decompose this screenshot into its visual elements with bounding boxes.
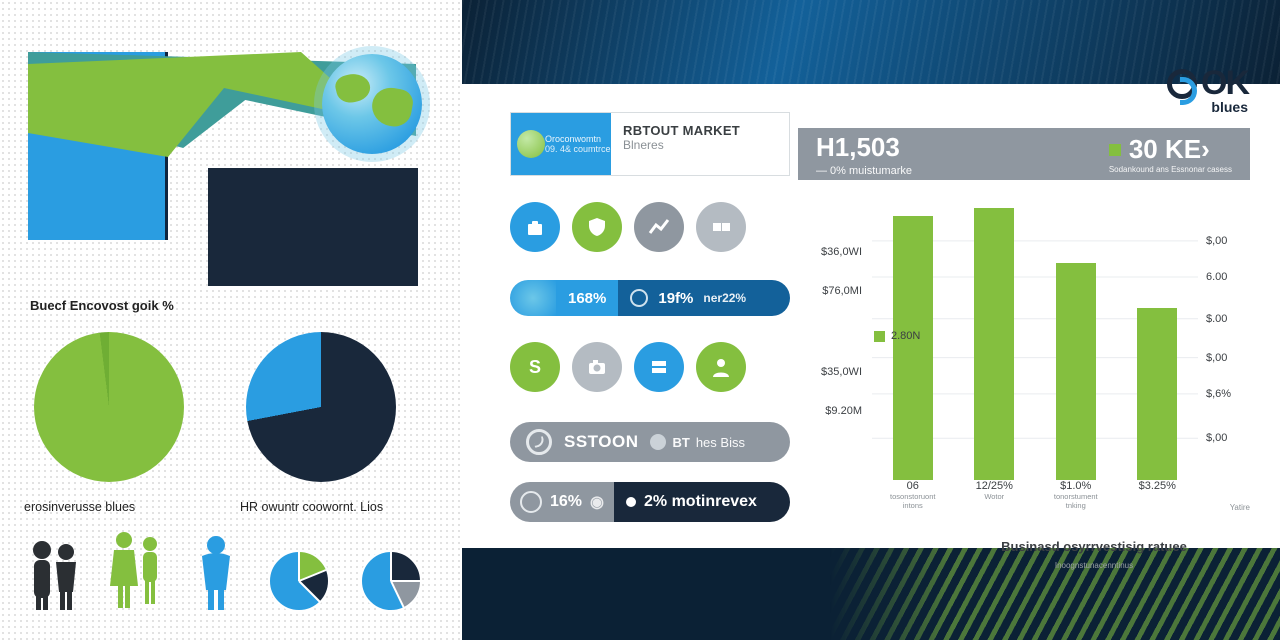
x-label: 06 <box>883 480 943 492</box>
split-right: 2% motinrevex <box>644 493 757 511</box>
market-card: Oroconwomtn 09. 4& coumtrce RBTOUT MARKE… <box>510 112 790 176</box>
wide-pill: SSTOON BT hes Biss <box>510 422 790 462</box>
chart-subtitle: Inoognstunacenntinus <box>938 561 1250 570</box>
wide-pill-aux2: hes Biss <box>696 435 745 450</box>
person-icon <box>696 342 746 392</box>
shield-icon <box>572 202 622 252</box>
dollar-icon: S <box>510 342 560 392</box>
clock-icon <box>630 289 648 307</box>
y-label: $35,0WI <box>821 366 862 378</box>
center-column: Oroconwomtn 09. 4& coumtrce RBTOUT MARKE… <box>510 112 790 522</box>
bullet-icon <box>626 497 636 507</box>
tag-icon <box>696 202 746 252</box>
globe-icon <box>322 54 422 154</box>
market-icon-line1: Oroconwomtn <box>545 134 611 144</box>
wide-pill-aux1: BT <box>672 435 689 450</box>
statbar-v2: 19f% <box>658 290 693 307</box>
briefcase-icon <box>510 202 560 252</box>
y-label: $36,0WI <box>821 246 862 258</box>
svg-text:S: S <box>529 357 541 377</box>
right-panel: OK blues Oroconwomtn 09. 4& coumtrce RBT… <box>462 0 1280 640</box>
people-icon-1 <box>26 538 80 612</box>
market-icon-line2: 09. 4& coumtrce <box>545 144 611 154</box>
split-pill: 16% ◉ 2% motinrevex <box>510 482 790 522</box>
y-label-right: $,00 <box>1206 352 1227 364</box>
chart-title: Businasd osyrrvestisig ratuee <box>938 539 1250 554</box>
bar <box>893 216 933 480</box>
x-sublabel: tosonstoruont intons <box>883 492 943 510</box>
x-label: $1.0% <box>1046 480 1106 492</box>
camera-icon <box>572 342 622 392</box>
bar <box>1056 263 1096 480</box>
x-sublabel: tonorstument tnking <box>1046 492 1106 510</box>
x-label: 12/25% <box>964 480 1024 492</box>
right-y-title: Yatire <box>1230 503 1250 512</box>
mini-pie-icon-2 <box>360 550 422 612</box>
kpi-left-sub: — 0% muistumarke <box>816 165 938 177</box>
kpi-right-foot: Sodankound ans Essnonar casess <box>1109 165 1232 174</box>
dot-icon <box>650 434 666 450</box>
left-panel: Buecf Encovost goik % erosinverusse blue… <box>0 0 462 640</box>
statbar-v1: 168% <box>556 280 618 316</box>
bar <box>974 208 1014 480</box>
x-label: $3.25% <box>1127 480 1187 492</box>
kpi-left-value: H1,503 <box>816 132 938 163</box>
eye-icon: ◉ <box>590 492 604 512</box>
split-left: 16% <box>550 493 582 511</box>
market-globe-icon <box>517 130 545 158</box>
y-label-right: 6.00 <box>1206 271 1227 283</box>
icon-strip-1 <box>510 202 790 252</box>
kpi-square-icon <box>1109 144 1121 156</box>
gauge-icon <box>526 429 552 455</box>
legend-text: 2.80N <box>891 330 920 342</box>
brand-name: OK <box>1201 64 1248 103</box>
market-subtitle: Blneres <box>623 138 777 152</box>
bar <box>1137 308 1177 480</box>
market-title: RBTOUT MARKET <box>623 123 777 138</box>
header-band <box>462 0 1280 84</box>
hero-caption: Buecf Encovost goik % <box>30 298 174 313</box>
pie1-label: erosinverusse blues <box>24 500 224 514</box>
wide-pill-main: SSTOON <box>564 432 638 452</box>
pie-chart-2: HR owuntr coowornt. Lios <box>246 332 396 482</box>
statbar-v3: ner22% <box>703 291 746 305</box>
kpi-header: H1,503 — 0% muistumarke 30 KE› Sodankoun… <box>798 128 1250 180</box>
y-label: $76,0MI <box>822 285 862 297</box>
bar-chart: $36,0WI $76,0MI $35,0WI $9.20M 06tosonstoru… <box>798 202 1250 520</box>
trend-icon <box>634 202 684 252</box>
kpi-right-value: 30 KE› <box>1129 134 1210 165</box>
stat-bar: 168% 19f% ner22% <box>510 280 790 316</box>
people-icon-2 <box>110 530 164 612</box>
ring-icon <box>520 491 542 513</box>
people-icon-3 <box>194 534 238 612</box>
y-label-right: $.00 <box>1206 313 1227 325</box>
pie2-label: HR owuntr coowornt. Lios <box>240 500 440 514</box>
y-label-right: $,00 <box>1206 432 1227 444</box>
statbar-lead-icon <box>510 280 556 316</box>
x-sublabel: Wotor <box>964 492 1024 501</box>
y-label-right: $,00 <box>1206 235 1227 247</box>
icon-row <box>26 530 422 612</box>
brand: OK blues <box>1167 64 1248 115</box>
y-label-right: $,6% <box>1206 388 1231 400</box>
pie-chart-1: erosinverusse blues <box>34 332 184 482</box>
hero-graphic <box>28 52 416 284</box>
brand-ring-icon <box>1167 69 1197 99</box>
y-label: $9.20M <box>825 405 862 417</box>
chart-legend: 2.80N <box>874 330 920 342</box>
server-icon <box>634 342 684 392</box>
mini-pie-icon-1 <box>268 550 330 612</box>
